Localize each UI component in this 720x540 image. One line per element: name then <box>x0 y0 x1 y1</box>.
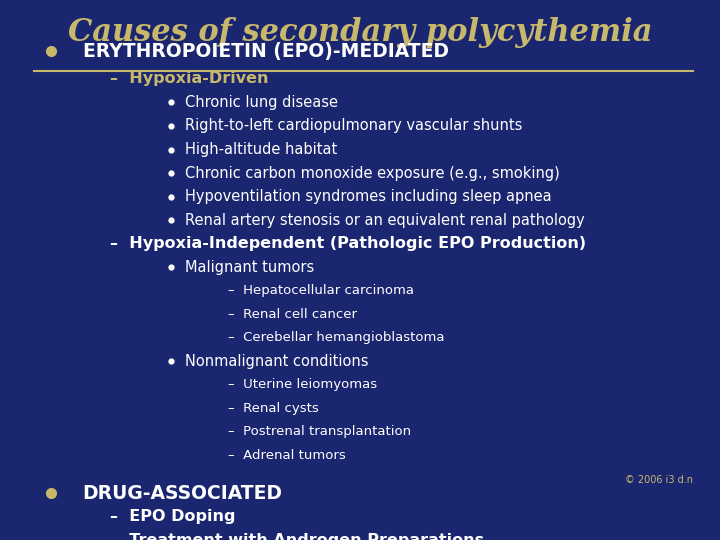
Text: Right-to-left cardiopulmonary vascular shunts: Right-to-left cardiopulmonary vascular s… <box>185 118 523 133</box>
Text: DRUG-ASSOCIATED: DRUG-ASSOCIATED <box>83 483 283 503</box>
Text: Causes of secondary polycythemia: Causes of secondary polycythemia <box>68 17 652 48</box>
Text: Hypoventilation syndromes including sleep apnea: Hypoventilation syndromes including slee… <box>185 189 552 204</box>
Text: –  Hypoxia-Driven: – Hypoxia-Driven <box>110 71 269 86</box>
Text: Renal artery stenosis or an equivalent renal pathology: Renal artery stenosis or an equivalent r… <box>185 213 585 227</box>
Text: –  Hypoxia-Independent (Pathologic EPO Production): – Hypoxia-Independent (Pathologic EPO Pr… <box>110 236 587 251</box>
Text: Malignant tumors: Malignant tumors <box>185 260 315 275</box>
Text: High-altitude habitat: High-altitude habitat <box>185 142 338 157</box>
Text: Nonmalignant conditions: Nonmalignant conditions <box>185 354 369 369</box>
Text: –  Uterine leiomyomas: – Uterine leiomyomas <box>228 379 377 392</box>
Text: –  EPO Doping: – EPO Doping <box>110 509 236 524</box>
Text: –  Treatment with Androgen Preparations: – Treatment with Androgen Preparations <box>110 532 485 540</box>
Text: ERYTHROPOIETIN (EPO)-MEDIATED: ERYTHROPOIETIN (EPO)-MEDIATED <box>83 42 449 61</box>
Text: –  Postrenal transplantation: – Postrenal transplantation <box>228 426 411 438</box>
Text: –  Hepatocellular carcinoma: – Hepatocellular carcinoma <box>228 284 414 297</box>
Text: Chronic lung disease: Chronic lung disease <box>185 95 338 110</box>
Text: –  Renal cysts: – Renal cysts <box>228 402 319 415</box>
Text: –  Adrenal tumors: – Adrenal tumors <box>228 449 346 462</box>
Text: –  Renal cell cancer: – Renal cell cancer <box>228 308 357 321</box>
Text: © 2006 i3 d.n: © 2006 i3 d.n <box>625 475 693 485</box>
Text: –  Cerebellar hemangioblastoma: – Cerebellar hemangioblastoma <box>228 331 445 344</box>
Text: Chronic carbon monoxide exposure (e.g., smoking): Chronic carbon monoxide exposure (e.g., … <box>185 166 560 180</box>
